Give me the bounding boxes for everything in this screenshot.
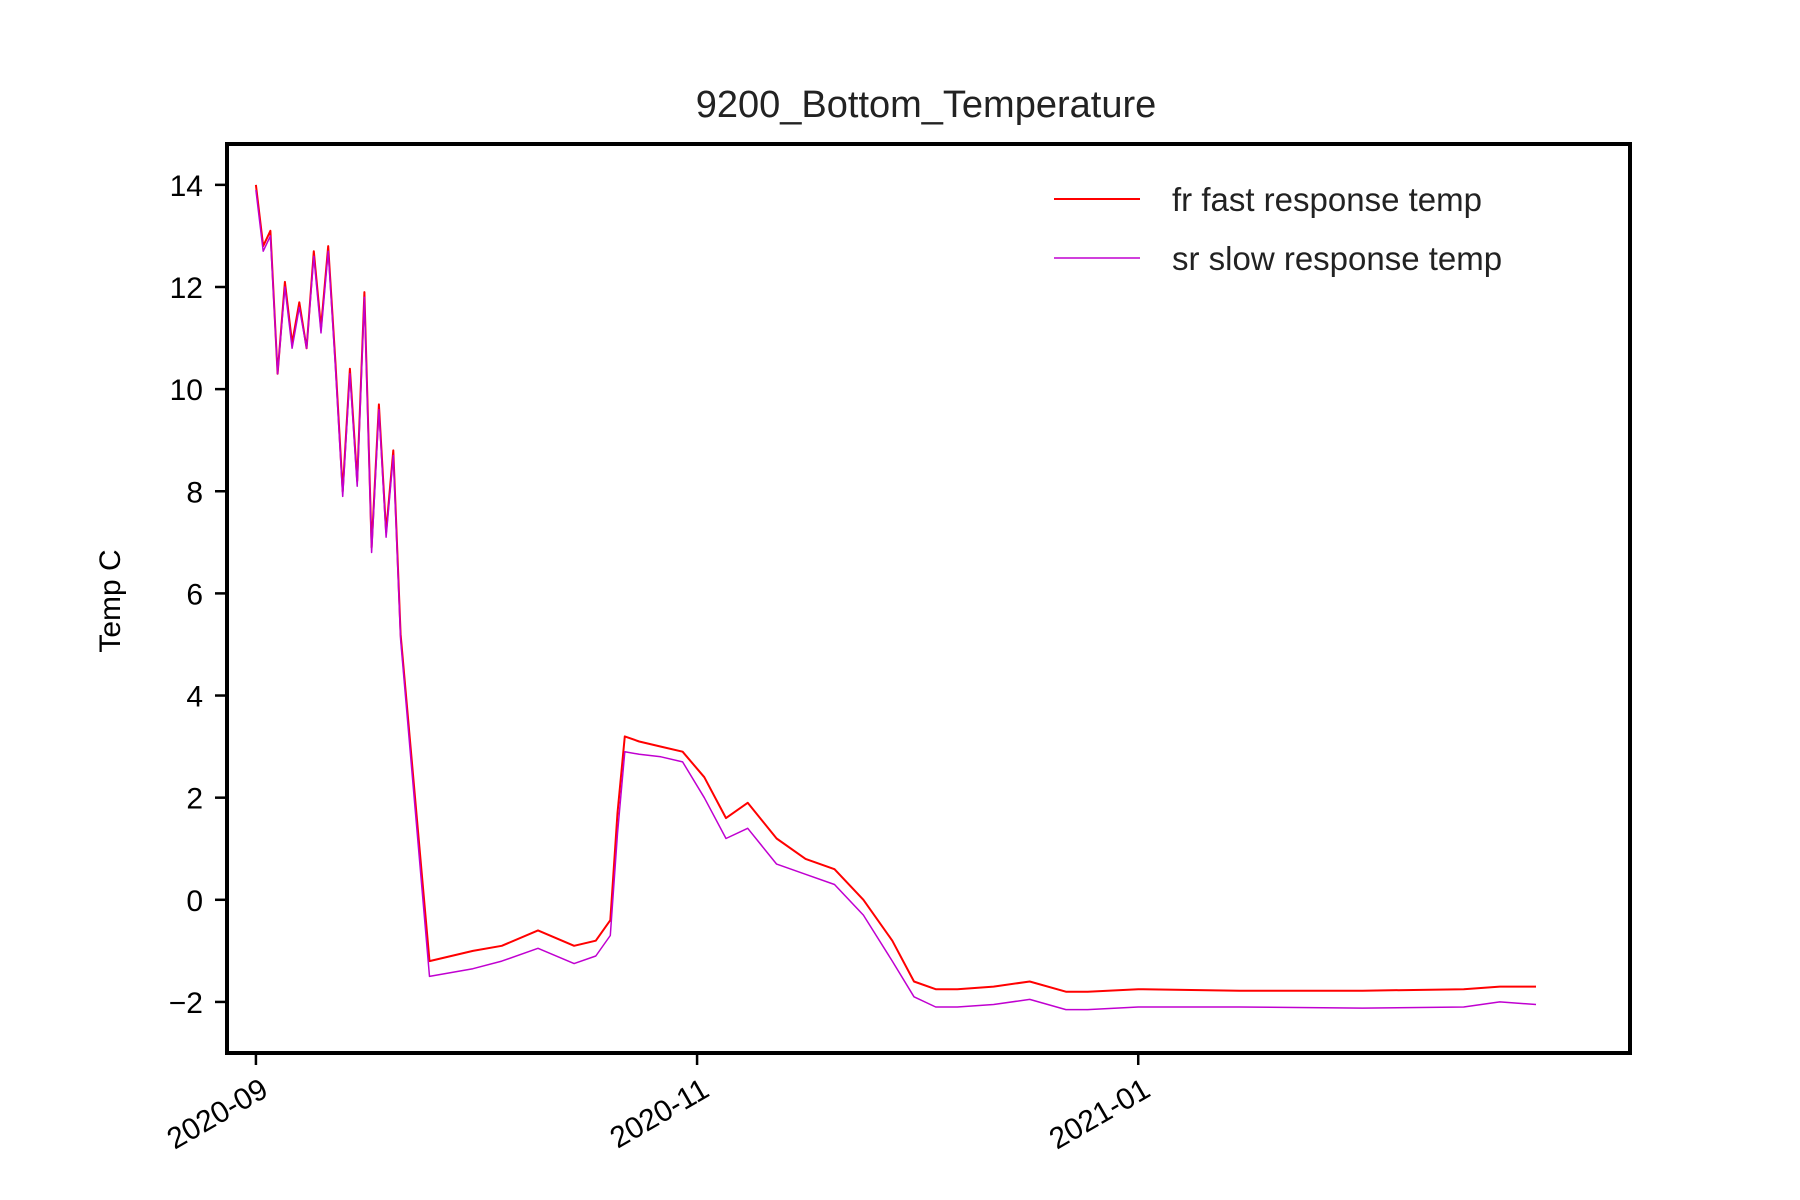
y-tick-label: −2 (169, 987, 203, 1020)
y-tick-label: 12 (170, 272, 203, 305)
chart-title: 9200_Bottom_Temperature (696, 84, 1157, 126)
legend: fr fast response temp sr slow response t… (1054, 181, 1502, 277)
legend-label-slow: sr slow response temp (1172, 240, 1502, 277)
y-axis-label: Temp C (94, 549, 127, 652)
y-tick-label: 10 (170, 374, 203, 407)
y-tick-label: 2 (186, 783, 203, 816)
y-tick-label: 6 (186, 578, 203, 611)
y-tick-label: 14 (170, 170, 203, 203)
y-tick-label: 4 (186, 681, 203, 714)
y-tick-label: 0 (186, 885, 203, 918)
plot-frame (225, 142, 1632, 1055)
series-layer (254, 184, 1537, 1011)
legend-label-fast: fr fast response temp (1172, 181, 1482, 218)
y-tick-label: 8 (186, 476, 203, 509)
series-line-slow-response (255, 189, 1537, 1011)
